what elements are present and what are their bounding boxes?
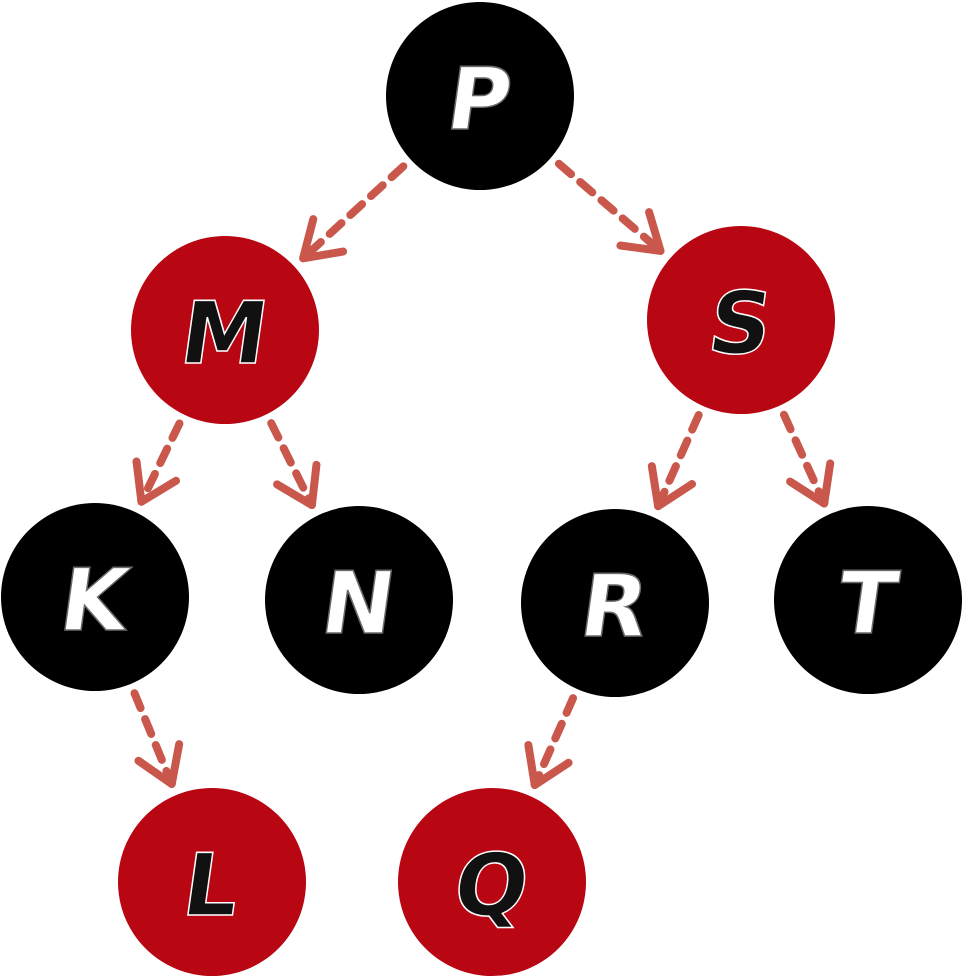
edge-line — [554, 159, 665, 255]
edge-S-T — [779, 410, 835, 508]
edges-layer — [130, 159, 835, 790]
arrow-head-icon — [647, 462, 697, 511]
black-node-circle — [265, 506, 453, 694]
arrow-head-icon — [132, 457, 181, 506]
red-node-circle — [131, 236, 319, 424]
node-label: P — [441, 50, 518, 150]
red-node-circle — [398, 788, 586, 976]
edge-line — [130, 689, 176, 788]
red-node-circle — [647, 226, 835, 414]
node-label: N — [315, 554, 401, 654]
arrow-head-icon — [786, 459, 835, 508]
tree-node-N: N — [265, 506, 453, 694]
arrow-head-icon — [616, 208, 665, 255]
edge-line — [137, 419, 184, 506]
tree-node-T: T — [774, 506, 962, 694]
tree-node-L: L — [118, 788, 306, 976]
edge-S-R — [647, 411, 703, 511]
edge-M-K — [132, 419, 184, 506]
tree-node-K: K — [1, 503, 189, 691]
black-node-circle — [774, 506, 962, 694]
black-node-circle — [1, 503, 189, 691]
node-label: T — [831, 554, 904, 654]
edge-M-N — [267, 419, 321, 510]
edge-K-L — [130, 689, 184, 788]
tree-node-R: R — [521, 509, 709, 697]
edge-line — [654, 411, 703, 511]
node-label: L — [177, 836, 246, 936]
black-node-circle — [521, 509, 709, 697]
arrow-head-icon — [299, 215, 348, 263]
edge-line — [267, 419, 316, 510]
node-label: M — [175, 284, 275, 384]
arrow-head-icon — [273, 460, 321, 510]
red-node-circle — [118, 788, 306, 976]
edge-line — [779, 410, 829, 508]
tree-node-S: S — [647, 226, 835, 414]
edge-line — [530, 694, 578, 790]
black-node-circle — [386, 2, 574, 190]
tree-node-P: P — [386, 2, 574, 190]
node-label: R — [574, 557, 654, 657]
arrow-head-icon — [134, 740, 184, 788]
tree-node-M: M — [131, 236, 319, 424]
edge-P-S — [554, 159, 665, 255]
node-label: S — [702, 274, 778, 374]
arrow-head-icon — [524, 741, 573, 790]
edge-line — [299, 162, 408, 263]
edge-P-M — [299, 162, 408, 263]
edge-R-Q — [524, 694, 578, 790]
node-label: Q — [448, 836, 535, 936]
tree-node-Q: Q — [398, 788, 586, 976]
